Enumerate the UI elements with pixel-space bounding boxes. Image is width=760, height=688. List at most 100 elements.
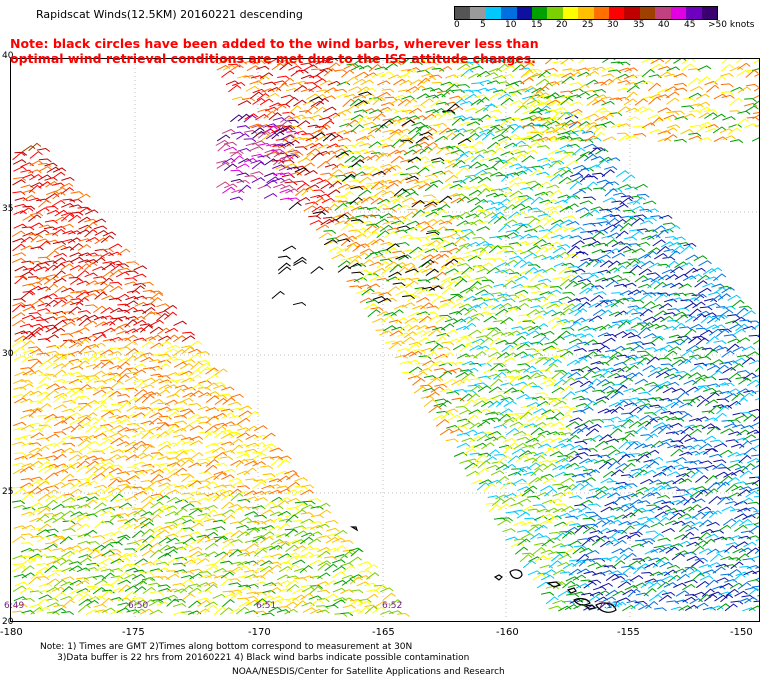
wind-barb (405, 165, 420, 171)
wind-barb (753, 59, 759, 64)
wind-barb (726, 343, 740, 352)
wind-barb (439, 159, 453, 164)
wind-barb (364, 564, 379, 571)
wind-barb (174, 499, 189, 504)
wind-barb (173, 361, 188, 368)
wind-barb (425, 268, 439, 277)
wind-barb (562, 291, 576, 296)
wind-barb (86, 549, 100, 558)
wind-barb (483, 258, 497, 263)
wind-barb (680, 128, 694, 135)
wind-barb (692, 377, 706, 386)
wind-barb (554, 226, 568, 232)
wind-barb (211, 446, 226, 454)
wind-barb (467, 150, 481, 155)
wind-barb (352, 140, 366, 148)
wind-barb (46, 578, 60, 586)
wind-barb (462, 66, 476, 71)
wind-barb (78, 345, 92, 354)
wind-barb (372, 606, 386, 614)
wind-barb (288, 201, 302, 211)
wind-barb (212, 382, 226, 387)
wind-barb (397, 225, 411, 230)
wind-barb (235, 163, 250, 169)
wind-barb (585, 274, 599, 281)
wind-barb (664, 350, 678, 359)
wind-barb (288, 65, 302, 71)
wind-barb (718, 285, 732, 290)
wind-barb (308, 85, 322, 92)
wind-barb (334, 220, 348, 225)
wind-barb (180, 483, 194, 490)
wind-barb (358, 189, 372, 197)
wind-barb (612, 496, 626, 505)
wind-barb (604, 187, 618, 197)
wind-barb (455, 245, 469, 254)
wind-barb (539, 564, 554, 569)
wind-barb (78, 259, 92, 264)
wind-barb (346, 241, 361, 248)
wind-barb (60, 361, 75, 369)
wind-barb (158, 596, 172, 602)
wind-barb (285, 597, 299, 602)
wind-barb (286, 166, 301, 171)
wind-barb (540, 396, 554, 401)
wind-barb (325, 547, 340, 552)
wind-barb (616, 132, 630, 137)
wind-barb (300, 518, 314, 524)
wind-barb (401, 336, 415, 344)
wind-barb (714, 314, 728, 323)
wind-barb (540, 574, 555, 581)
wind-barb (435, 418, 450, 427)
wind-barb (752, 95, 759, 100)
wind-barb (246, 410, 260, 419)
colorbar-label: 20 (556, 20, 568, 30)
wind-barb (632, 196, 646, 205)
wind-barb (638, 604, 652, 611)
wind-barb (578, 187, 593, 191)
wind-barb (78, 554, 92, 559)
wind-barb (28, 184, 42, 194)
wind-barb (254, 581, 268, 586)
wind-barb (606, 248, 621, 255)
wind-barb (550, 219, 565, 226)
wind-barb (142, 367, 156, 371)
wind-barb (445, 83, 459, 92)
wind-barb (272, 164, 286, 169)
wind-barb (44, 373, 57, 378)
wind-barb (77, 377, 91, 382)
wind-barb (487, 327, 501, 332)
wind-barb (467, 278, 481, 283)
wind-barb (317, 550, 331, 558)
wind-barb (12, 302, 26, 307)
wind-barb (250, 159, 264, 164)
wind-barb (589, 454, 603, 459)
wind-barb (444, 60, 459, 65)
wind-barb (469, 452, 483, 457)
wind-barb (286, 497, 301, 503)
wind-barb (492, 89, 507, 94)
wind-barb (617, 581, 631, 589)
wind-barb (699, 460, 713, 465)
wind-barb (236, 560, 251, 566)
wind-barb (125, 296, 139, 301)
wind-barb (363, 121, 377, 126)
wind-barb (149, 407, 163, 412)
wind-barb (46, 383, 60, 390)
wind-barb (262, 443, 276, 448)
wind-barb (655, 229, 669, 238)
wind-barb (301, 584, 314, 589)
wind-barb (527, 141, 542, 149)
wind-barb (305, 201, 319, 206)
wind-barb (243, 129, 258, 134)
wind-barb (333, 529, 348, 537)
wind-barb (45, 433, 60, 440)
wind-barb (754, 125, 759, 127)
colorbar-labels: 0 5 10 15 20 25 30 35 40 45 >50 knots (452, 20, 757, 34)
wind-barb (358, 570, 372, 575)
wind-barb (721, 94, 735, 99)
wind-barb (621, 565, 634, 570)
wind-barb (14, 151, 28, 156)
wind-barb (399, 79, 413, 86)
wind-barb (736, 69, 750, 77)
